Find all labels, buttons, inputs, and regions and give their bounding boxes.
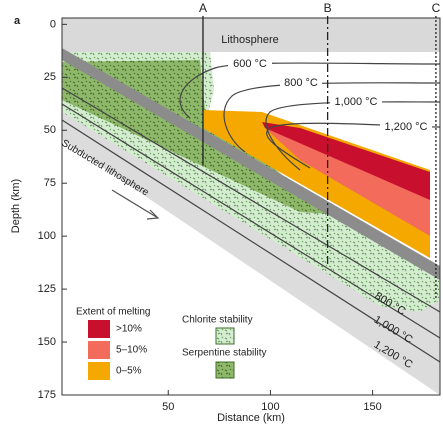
- x-axis-label: Distance (km): [217, 412, 285, 424]
- slab-isotherm: [61, 87, 441, 313]
- legend-label: >10%: [116, 324, 142, 335]
- y-tick-label: 125: [38, 283, 56, 295]
- legend-swatch: [88, 362, 110, 380]
- lithosphere-band: [62, 18, 440, 52]
- x-tick-label: 100: [261, 401, 279, 413]
- isotherm-label: 800 °C: [284, 77, 318, 89]
- y-axis-label: Depth (km): [10, 179, 22, 233]
- legend: Extent of melting Chlorite stability Ser…: [76, 307, 267, 379]
- x-tick-label: 50: [162, 401, 174, 413]
- legend-label: Serpentine stability: [182, 348, 267, 359]
- isotherm-label: 1,200 °C: [385, 121, 428, 133]
- y-tick-label: 50: [44, 124, 56, 136]
- melt-region: [203, 110, 430, 258]
- section-label: A: [199, 1, 207, 15]
- y-tick-label: 75: [44, 177, 56, 189]
- label-bg: [280, 76, 322, 90]
- frame: [61, 17, 441, 396]
- label-bg: [330, 95, 382, 109]
- label-bg: [380, 120, 432, 134]
- isotherm: [223, 82, 441, 153]
- legend-title: Extent of melting: [76, 307, 150, 318]
- slab-isotherm: [61, 119, 441, 363]
- legend-label: 0–5%: [116, 366, 142, 377]
- section-label: C: [432, 1, 441, 15]
- melt-region: [262, 122, 430, 200]
- region-label: Lithosphere: [221, 34, 279, 46]
- legend-label: Chlorite stability: [182, 315, 253, 326]
- legend-swatch: [215, 327, 235, 345]
- melt-region: [265, 128, 430, 236]
- legend-swatch: [88, 320, 110, 338]
- plot-area: 600 °C 800 °C 1,000 °C 1,200 °C 800 °C 1…: [59, 17, 441, 396]
- legend-swatch: [88, 341, 110, 359]
- slab-top: [62, 48, 440, 280]
- y-tick-label: 150: [38, 336, 56, 348]
- legend-label: 5–10%: [116, 345, 147, 356]
- legend-swatch: [215, 361, 235, 379]
- y-tick-label: 175: [38, 389, 56, 401]
- slab-isotherm: [61, 103, 441, 339]
- panel-label: a: [14, 15, 21, 27]
- y-tick-label: 0: [50, 18, 56, 30]
- section-label: B: [324, 1, 332, 15]
- isotherm-label: 600 °C: [233, 58, 267, 70]
- isotherm-label: 1,000 °C: [335, 96, 378, 108]
- y-tick-label: 25: [44, 71, 56, 83]
- label-bg: [228, 57, 272, 71]
- y-tick-label: 100: [38, 230, 56, 242]
- arrow: [111, 189, 160, 220]
- x-tick-label: 150: [363, 401, 381, 413]
